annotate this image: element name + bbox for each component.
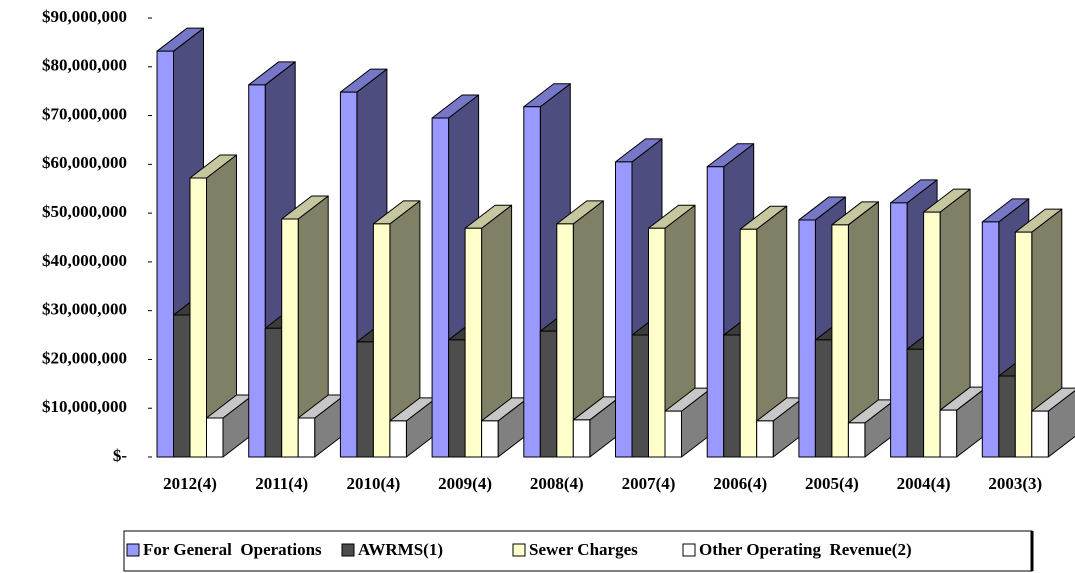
legend-swatch <box>341 543 355 557</box>
bar-front <box>1014 231 1033 458</box>
bar-front <box>998 375 1016 458</box>
y-tick-label: $20,000,000 <box>42 348 127 367</box>
bar-front <box>481 420 499 458</box>
bar <box>389 397 437 458</box>
bar-front <box>615 161 633 458</box>
bar-front <box>297 417 316 458</box>
bar-front <box>189 177 207 458</box>
bar-front <box>664 410 682 458</box>
y-tick-label: $80,000,000 <box>42 56 127 75</box>
bar-front <box>706 166 725 458</box>
x-tick-label: 2005(4) <box>805 474 859 493</box>
bar-front <box>431 117 450 458</box>
bar-front <box>156 50 174 458</box>
legend-swatch <box>682 543 696 557</box>
bar-front <box>339 91 358 458</box>
bar-front <box>814 339 833 458</box>
bar <box>756 397 804 458</box>
bar <box>1031 387 1075 458</box>
bar-front <box>173 314 191 458</box>
x-tick-label: 2004(4) <box>897 474 951 493</box>
bar-front <box>356 341 374 458</box>
bar-front <box>831 224 849 458</box>
bar <box>189 154 237 458</box>
y-tick-label: $60,000,000 <box>42 153 127 172</box>
y-tick-label: $40,000,000 <box>42 251 127 270</box>
bar-front <box>648 227 666 458</box>
bar-front <box>264 327 283 458</box>
bar-front <box>281 218 299 458</box>
bar-front <box>847 422 866 458</box>
y-tick-label: $10,000,000 <box>42 397 127 416</box>
legend-label: For General Operations <box>143 540 322 559</box>
bar <box>1014 208 1063 458</box>
bar-front <box>206 417 224 458</box>
bar-front <box>448 339 466 458</box>
legend-swatch <box>126 543 140 557</box>
bar-front <box>539 330 558 458</box>
bar-front <box>923 211 941 458</box>
bar-front <box>523 106 541 458</box>
bar-front <box>631 334 649 458</box>
bar-front <box>906 348 925 458</box>
bar-front <box>739 228 758 458</box>
bar-front <box>464 227 483 458</box>
legend-box <box>123 530 1033 572</box>
bar-front <box>939 409 958 458</box>
x-tick-label: 2011(4) <box>255 474 308 493</box>
bar <box>556 200 604 458</box>
y-tick-label: $90,000,000 <box>42 7 127 26</box>
legend-label: Other Operating Revenue(2) <box>699 540 912 559</box>
bar <box>372 200 421 458</box>
bar-front <box>389 420 407 458</box>
bar-front <box>890 202 908 458</box>
bar <box>572 396 621 458</box>
legend-label: AWRMS(1) <box>358 540 443 559</box>
bar-front <box>723 334 741 458</box>
bar-front <box>556 223 574 458</box>
bar-front <box>572 419 591 458</box>
bar-front <box>756 420 774 458</box>
bar-front <box>372 223 391 458</box>
bar <box>206 394 254 458</box>
legend-label: Sewer Charges <box>529 540 638 559</box>
x-tick-label: 2012(4) <box>163 474 217 493</box>
bar <box>739 205 788 458</box>
x-tick-label: 2006(4) <box>713 474 767 493</box>
bar <box>481 397 529 458</box>
y-tick-label: $- <box>113 446 128 465</box>
y-tick-label: $50,000,000 <box>42 202 127 221</box>
x-tick-label: 2007(4) <box>622 474 676 493</box>
bar-front <box>248 84 266 458</box>
bar <box>297 394 346 458</box>
x-tick-label: 2010(4) <box>346 474 400 493</box>
bar <box>939 386 988 458</box>
x-tick-label: 2009(4) <box>438 474 492 493</box>
bar <box>464 204 513 458</box>
x-tick-label: 2008(4) <box>530 474 584 493</box>
bar <box>831 201 879 458</box>
bar-front <box>1031 410 1049 458</box>
y-tick-label: $30,000,000 <box>42 300 127 319</box>
x-tick-label: 2003(3) <box>988 474 1042 493</box>
bar <box>281 195 329 458</box>
legend-swatch <box>512 543 526 557</box>
bar-front <box>798 219 816 458</box>
y-tick-label: $70,000,000 <box>42 104 127 123</box>
bar-front <box>981 221 1000 458</box>
